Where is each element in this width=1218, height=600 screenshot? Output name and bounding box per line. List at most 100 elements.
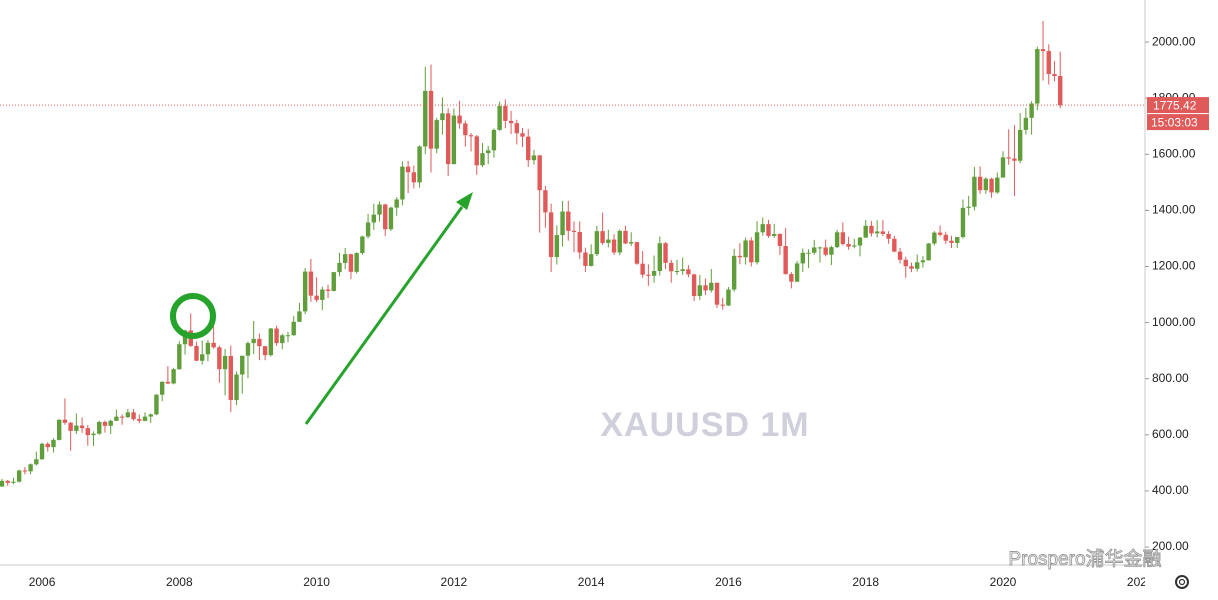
candle-body [159, 381, 165, 395]
candle-body [892, 238, 897, 252]
candle-body [177, 344, 182, 370]
candle-body [16, 470, 22, 482]
candle-body [903, 259, 908, 267]
candle-body [829, 247, 834, 255]
candle-body [743, 240, 748, 258]
candle-body [611, 239, 617, 253]
candle-body [222, 356, 228, 370]
candle-body [343, 254, 348, 263]
gear-hub[interactable] [1178, 578, 1186, 586]
candle-body [377, 204, 382, 215]
y-tick-label: 1000.00 [1152, 315, 1196, 329]
candle-body [474, 136, 479, 166]
candle-body [1012, 158, 1017, 161]
candle-body [102, 421, 108, 426]
candle-body [97, 421, 102, 434]
candle-body [1052, 74, 1057, 77]
watermark-brand: Prospero浦华金融 [1008, 548, 1161, 570]
candle-body [331, 272, 336, 291]
candle-body [606, 239, 611, 243]
candle-body [1029, 103, 1034, 118]
candle-body [417, 146, 422, 183]
candle-body [537, 155, 542, 191]
candle-body [405, 166, 411, 173]
candle-body [691, 274, 697, 296]
candle-body [989, 178, 994, 193]
candle-body [22, 470, 28, 472]
candle-body [726, 289, 731, 306]
candle-body [846, 244, 851, 247]
candle-body [623, 230, 628, 244]
candle-body [640, 263, 645, 275]
candle-body [274, 328, 279, 344]
candle-body [434, 120, 439, 149]
candle-body [468, 135, 474, 137]
candle-body [388, 207, 394, 230]
candle-body [548, 212, 554, 257]
candle-body [325, 289, 331, 291]
candle-body [463, 123, 468, 136]
y-tick-label: 1200.00 [1152, 259, 1196, 273]
candle-body [171, 369, 176, 384]
candle-body [526, 136, 531, 161]
candle-body [966, 206, 971, 208]
candle-body [411, 172, 417, 183]
x-tick-label: 2014 [578, 575, 605, 589]
candle-body [703, 285, 708, 291]
candle-body [79, 425, 85, 429]
candle-body [1035, 49, 1040, 104]
candle-body [600, 231, 605, 243]
candle-body [251, 338, 256, 344]
x-tick-label: 2016 [715, 575, 742, 589]
candle-body [234, 374, 239, 401]
candle-body [1023, 117, 1029, 130]
candle-body [709, 282, 714, 291]
candle-body [960, 207, 966, 238]
candle-body [571, 230, 577, 233]
candle-body [1046, 51, 1051, 75]
candle-body [62, 419, 68, 423]
x-tick-label: 2022 [1127, 575, 1154, 589]
candle-body [772, 233, 777, 236]
x-tick-label: 2008 [166, 575, 193, 589]
y-tick-label: 1600.00 [1152, 146, 1196, 160]
candle-body [817, 247, 823, 249]
countdown-label: 15:03:03 [1151, 115, 1198, 129]
candle-body [686, 269, 691, 275]
candle-body [794, 263, 800, 282]
trend-arrow [304, 206, 464, 425]
candle-body [205, 342, 211, 355]
last-price-label: 1775.42 [1153, 98, 1197, 112]
candle-body [514, 123, 519, 134]
candle-body [165, 381, 171, 384]
candle-body [651, 270, 657, 276]
candle-body [142, 416, 148, 421]
candle-body [955, 237, 960, 243]
candle-body [949, 240, 954, 243]
candles [0, 21, 1063, 488]
candle-body [920, 260, 926, 263]
y-tick-label: 1400.00 [1152, 203, 1196, 217]
candle-body [194, 345, 199, 361]
candle-body [617, 230, 622, 253]
candle-body [800, 252, 805, 264]
y-tick-label: 400.00 [1152, 483, 1189, 497]
candle-body [74, 425, 79, 431]
candle-body [51, 439, 56, 448]
highlight-circle [170, 293, 216, 339]
candle-body [383, 204, 388, 230]
candle-body [245, 343, 251, 356]
candle-body [400, 166, 405, 200]
y-tick-label: 2000.00 [1152, 34, 1196, 48]
candle-body [1006, 157, 1011, 159]
candle-body [840, 232, 846, 245]
gear-ring[interactable] [1175, 575, 1189, 589]
settings-icon[interactable] [1175, 575, 1189, 589]
candle-body [34, 459, 39, 465]
trend-arrowhead [456, 192, 473, 210]
candle-body [1058, 76, 1063, 106]
candle-body [297, 311, 302, 322]
candle-body [880, 231, 886, 234]
candle-body [754, 232, 760, 263]
